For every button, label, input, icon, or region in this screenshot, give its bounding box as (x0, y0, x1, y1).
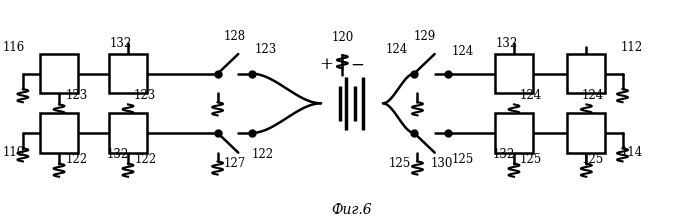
Text: 128: 128 (224, 30, 246, 43)
Text: 114: 114 (621, 146, 643, 159)
Text: 132: 132 (110, 37, 132, 50)
Text: 125: 125 (582, 153, 604, 166)
FancyBboxPatch shape (40, 54, 78, 93)
Text: 132: 132 (107, 148, 128, 161)
Text: 122: 122 (134, 153, 156, 166)
Text: 132: 132 (496, 37, 518, 50)
Text: 125: 125 (520, 153, 542, 166)
FancyBboxPatch shape (109, 54, 147, 93)
Text: 116: 116 (3, 41, 25, 54)
Text: 120: 120 (332, 31, 353, 44)
FancyBboxPatch shape (109, 113, 147, 153)
Text: 124: 124 (451, 45, 473, 58)
FancyBboxPatch shape (567, 54, 605, 93)
Text: 129: 129 (413, 30, 436, 43)
Text: 124: 124 (386, 43, 408, 56)
Text: Фиг.6: Фиг.6 (332, 203, 372, 217)
Text: 122: 122 (65, 153, 87, 166)
Text: 125: 125 (389, 157, 411, 170)
Text: 124: 124 (582, 89, 604, 102)
Text: 122: 122 (251, 148, 274, 161)
FancyBboxPatch shape (495, 54, 533, 93)
Text: +: + (319, 56, 333, 73)
Text: 125: 125 (451, 153, 473, 166)
Text: 112: 112 (621, 41, 643, 54)
Text: 110: 110 (3, 146, 25, 159)
Text: 127: 127 (223, 157, 246, 170)
Text: 130: 130 (431, 157, 453, 170)
Text: 123: 123 (134, 89, 156, 102)
FancyBboxPatch shape (495, 113, 533, 153)
Text: 123: 123 (65, 89, 87, 102)
FancyBboxPatch shape (40, 113, 78, 153)
FancyBboxPatch shape (567, 113, 605, 153)
Text: −: − (350, 56, 364, 73)
Text: 123: 123 (255, 43, 277, 56)
Text: 124: 124 (520, 89, 542, 102)
Text: 132: 132 (493, 148, 514, 161)
